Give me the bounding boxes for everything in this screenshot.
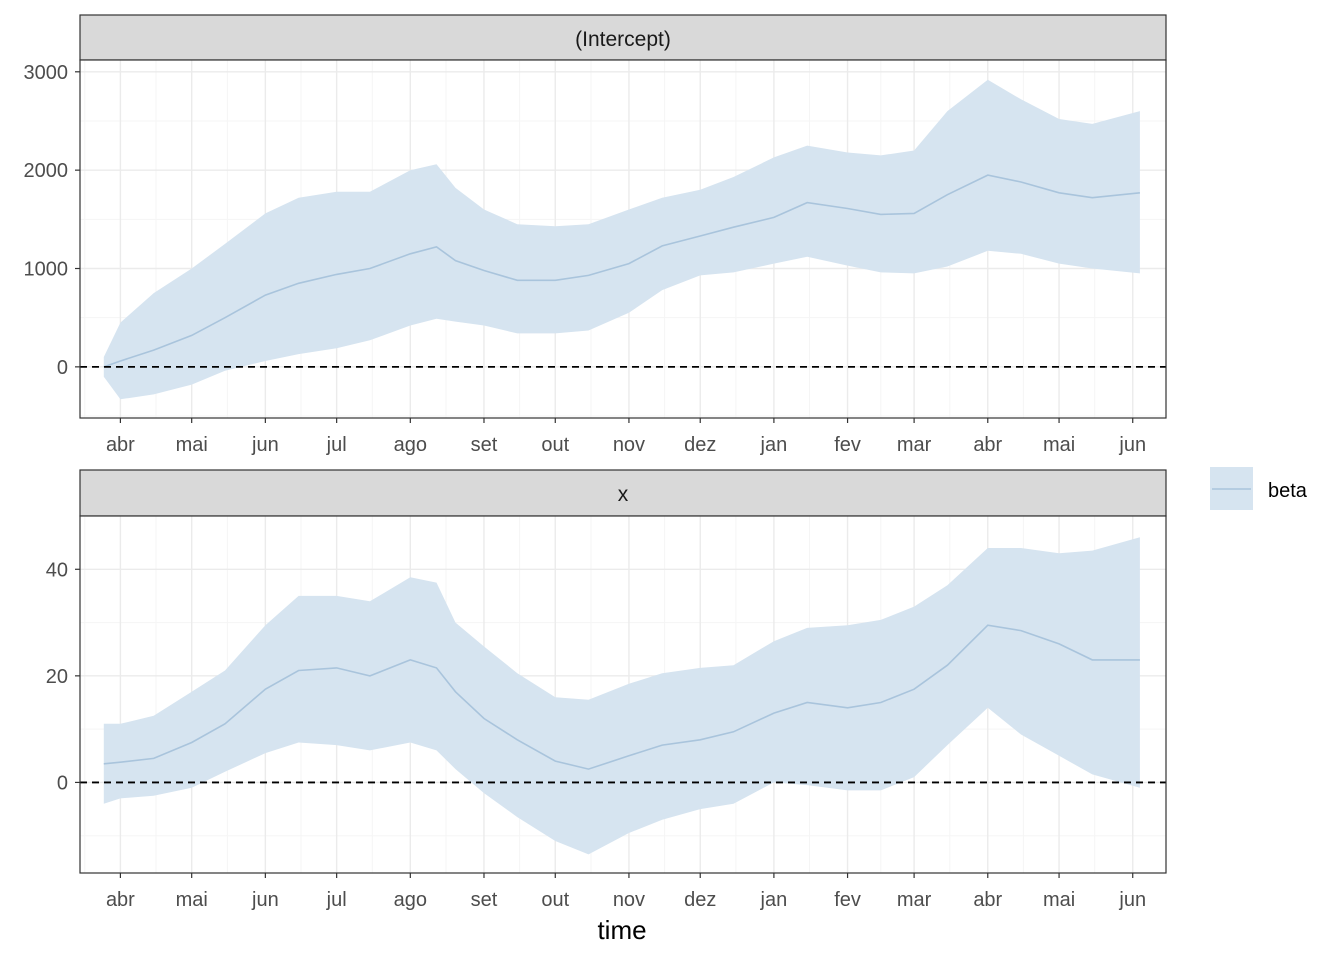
x-tick-label: nov — [613, 889, 645, 911]
x-tick-label: dez — [684, 889, 716, 911]
facet-strip-label: x — [618, 483, 629, 506]
y-tick-label: 2000 — [24, 160, 69, 182]
facet-panel-intercept: (Intercept) 0 1000 2000 3000 abr mai jun jul ago s… — [24, 14, 1167, 456]
x-tick-label: mar — [897, 889, 932, 911]
x-tick-label: jan — [760, 889, 788, 911]
x-tick-label: mai — [176, 434, 208, 456]
facet-panel-x: x 0 20 40 abr mai jun jul ago set out nov dez jan fev m… — [46, 469, 1167, 911]
y-tick-label: 40 — [46, 559, 68, 581]
y-tick-label: 20 — [46, 666, 68, 688]
x-tick-label: set — [471, 434, 498, 456]
panel-border — [79, 59, 1167, 419]
x-tick-label: abr — [973, 434, 1002, 456]
panel-border — [79, 515, 1167, 874]
facet-strip — [79, 14, 1167, 61]
x-tick-label: set — [471, 889, 498, 911]
x-tick-label: jan — [760, 434, 788, 456]
x-tick-label: jun — [1118, 889, 1146, 911]
x-tick-label: mai — [1043, 434, 1075, 456]
y-tick-label: 3000 — [24, 62, 69, 84]
x-tick-label: jun — [1118, 434, 1146, 456]
facet-strip — [79, 469, 1167, 517]
x-tick-label: out — [541, 434, 569, 456]
series-line-beta — [103, 174, 1140, 368]
series-line-beta — [103, 624, 1140, 770]
x-tick-label: fev — [834, 434, 861, 456]
legend-label: beta — [1268, 480, 1308, 502]
y-tick-label: 0 — [57, 357, 68, 379]
x-tick-label: abr — [106, 434, 135, 456]
ribbon-beta — [103, 537, 1140, 855]
x-tick-label: nov — [613, 434, 645, 456]
x-tick-label: jun — [251, 434, 279, 456]
x-tick-label: jul — [326, 889, 347, 911]
x-axis-title: time — [597, 915, 646, 945]
x-tick-label: mai — [1043, 889, 1075, 911]
x-tick-label: dez — [684, 434, 716, 456]
x-tick-label: jun — [251, 889, 279, 911]
x-tick-label: ago — [394, 434, 427, 456]
x-tick-label: out — [541, 889, 569, 911]
x-tick-label: mar — [897, 434, 932, 456]
x-tick-label: ago — [394, 889, 427, 911]
x-tick-label: jul — [326, 434, 347, 456]
x-tick-label: fev — [834, 889, 861, 911]
y-tick-label: 1000 — [24, 259, 69, 281]
ribbon-beta — [103, 79, 1140, 400]
legend: beta — [1210, 467, 1308, 510]
x-tick-label: abr — [106, 889, 135, 911]
facet-strip-label: (Intercept) — [575, 28, 671, 51]
y-tick-label: 0 — [57, 772, 68, 794]
x-tick-label: mai — [176, 889, 208, 911]
x-tick-label: abr — [973, 889, 1002, 911]
